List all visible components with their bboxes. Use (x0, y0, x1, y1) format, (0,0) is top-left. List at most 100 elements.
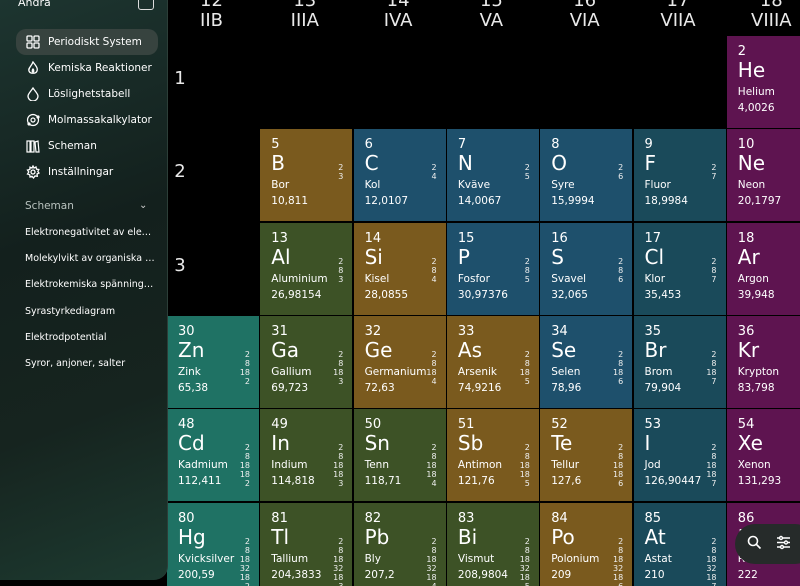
shell-count: 5 (524, 376, 530, 386)
scheme-item[interactable]: Molekylvikt av organiska ämnen (25, 253, 155, 264)
element-cell[interactable]: 6 C Kol 12,0107 2 4 (353, 129, 446, 222)
shell-count: 8 (618, 545, 624, 555)
sidebar-item-label: Periodiskt System (48, 36, 142, 48)
scheme-item[interactable]: Elektrodpotential (25, 332, 107, 343)
element-symbol: Cl (644, 244, 665, 269)
sidebar-item-molar-mass[interactable]: Molmassakalkylator (16, 107, 158, 133)
element-cell[interactable]: 49 In Indium 114,818 2 8 18 18 3 (260, 409, 353, 502)
edit-button[interactable]: Ändra (18, 0, 51, 9)
sidebar-item-solubility[interactable]: Löslighetstabell (16, 81, 158, 107)
element-symbol: Ar (737, 244, 760, 269)
element-symbol: At (644, 524, 666, 549)
element-cell[interactable]: 81 Tl Tallium 204,3833 2 8 18 32 18 3 (260, 502, 353, 586)
element-cell[interactable]: 83 Bi Vismut 208,9804 2 8 18 32 18 5 (446, 502, 539, 586)
element-cell[interactable]: 13 Al Aluminium 26,98154 2 8 3 (260, 222, 353, 315)
scheme-item[interactable]: Syror, anjoner, salter (25, 358, 126, 369)
sliders-icon[interactable] (776, 535, 791, 554)
element-cell[interactable]: 32 Ge Germanium 72,63 2 8 18 4 (353, 315, 446, 408)
element-symbol: Sn (364, 431, 390, 456)
element-cell[interactable]: 8 O Syre 15,9994 2 6 (540, 129, 633, 222)
shell-count: 18 (706, 367, 717, 377)
electron-shells: 2 8 18 6 (613, 350, 623, 386)
group-header: 14 IVA (352, 0, 445, 30)
element-name: Kvicksilver (178, 552, 235, 565)
group-header: 16 VIA (538, 0, 631, 30)
shell-count: 2 (338, 256, 344, 266)
group-header: 18 VIIIA (725, 0, 800, 30)
element-cell[interactable]: 52 Te Tellur 127,6 2 8 18 18 6 (540, 409, 633, 502)
shell-count: 6 (618, 274, 624, 284)
shell-count: 2 (244, 479, 250, 489)
electron-shells: 2 8 18 18 3 (333, 443, 343, 488)
shell-count: 32 (519, 563, 530, 573)
scheme-item[interactable]: Elektronegativitet av element (25, 227, 155, 238)
shell-count: 2 (711, 443, 717, 453)
element-cell[interactable]: 5 B Bor 10,811 2 3 (260, 129, 353, 222)
element-cell[interactable]: 35 Br Brom 79,904 2 8 18 7 (633, 315, 726, 408)
element-symbol: He (737, 58, 766, 82)
shell-count: 18 (519, 554, 530, 564)
sidebar-item-schemes[interactable]: Scheman (16, 133, 158, 159)
scheme-item[interactable]: Elektrokemiska spänningsserien (25, 279, 155, 290)
shell-count: 5 (524, 274, 530, 284)
element-cell[interactable]: 84 Po Polonium 209 2 8 18 32 18 6 (540, 502, 633, 586)
element-cell[interactable]: 80 Hg Kvicksilver 200,59 2 8 18 32 18 2 (167, 502, 259, 586)
element-cell[interactable]: 82 Pb Bly 207,2 2 8 18 32 18 4 (353, 502, 446, 586)
chevron-down-icon[interactable]: ⌄ (139, 200, 148, 211)
shell-count: 18 (519, 470, 530, 480)
group-roman: VA (479, 10, 504, 31)
element-mass: 74,9216 (457, 381, 502, 394)
shell-count: 2 (338, 349, 344, 359)
element-cell[interactable]: 33 As Arsenik 74,9216 2 8 18 5 (446, 315, 539, 408)
shell-count: 2 (711, 349, 717, 359)
element-mass: 131,293 (737, 475, 782, 488)
element-name: Fosfor (457, 272, 490, 285)
shell-count: 2 (244, 581, 250, 586)
element-cell[interactable]: 9 F Fluor 18,9984 2 7 (633, 129, 726, 222)
shell-count: 8 (524, 452, 530, 462)
element-mass: 20,1797 (737, 195, 782, 208)
shell-count: 18 (426, 461, 437, 471)
sidebar-item-settings[interactable]: Inställningar (16, 159, 158, 185)
element-cell[interactable]: 2 He Helium 4,0026 (726, 36, 800, 128)
sidebar-item-periodic-system[interactable]: Periodiskt System (16, 29, 158, 55)
element-name: Antimon (457, 459, 503, 472)
sidebar-item-label: Kemiska Reaktioner (48, 62, 152, 74)
element-cell[interactable]: 7 N Kväve 14,0067 2 5 (446, 129, 539, 222)
element-cell[interactable]: 17 Cl Klor 35,453 2 8 7 (633, 222, 726, 315)
element-symbol: N (457, 151, 473, 176)
element-name: Zink (178, 365, 201, 378)
group-number: 12 (200, 0, 223, 11)
shell-count: 18 (613, 554, 624, 564)
shell-count: 2 (524, 163, 530, 173)
element-cell[interactable]: 85 At Astat 210 2 8 18 32 18 7 (633, 502, 726, 586)
search-icon[interactable] (747, 535, 762, 554)
shell-count: 8 (618, 452, 624, 462)
scheme-item[interactable]: Syrastyrkediagram (25, 306, 116, 317)
element-cell[interactable]: 50 Sn Tenn 118,71 2 8 18 18 4 (353, 409, 446, 502)
element-cell[interactable]: 53 I Jod 126,90447 2 8 18 18 7 (633, 409, 726, 502)
element-cell[interactable]: 14 Si Kisel 28,0855 2 8 4 (353, 222, 446, 315)
element-cell[interactable]: 16 S Svavel 32,065 2 8 6 (540, 222, 633, 315)
shell-count: 18 (706, 554, 717, 564)
element-symbol: Tl (271, 524, 290, 549)
shell-count: 32 (426, 563, 437, 573)
element-cell[interactable]: 15 P Fosfor 30,97376 2 8 5 (446, 222, 539, 315)
element-name: Kadmium (178, 459, 228, 472)
element-cell[interactable]: 51 Sb Antimon 121,76 2 8 18 18 5 (446, 409, 539, 502)
group-header: 13 IIIA (258, 0, 351, 30)
compose-icon[interactable] (138, 0, 154, 10)
floating-toolbar (735, 524, 800, 564)
element-cell[interactable]: 30 Zn Zink 65,38 2 8 18 2 (167, 315, 259, 408)
sidebar-item-reactions[interactable]: Kemiska Reaktioner (16, 55, 158, 81)
element-number: 53 (644, 417, 662, 433)
shell-count: 2 (524, 443, 530, 453)
element-cell[interactable]: 34 Se Selen 78,96 2 8 18 6 (540, 315, 633, 408)
element-cell[interactable]: 48 Cd Kadmium 112,411 2 8 18 18 2 (167, 409, 259, 502)
element-cell[interactable]: 31 Ga Gallium 69,723 2 8 18 3 (260, 315, 353, 408)
